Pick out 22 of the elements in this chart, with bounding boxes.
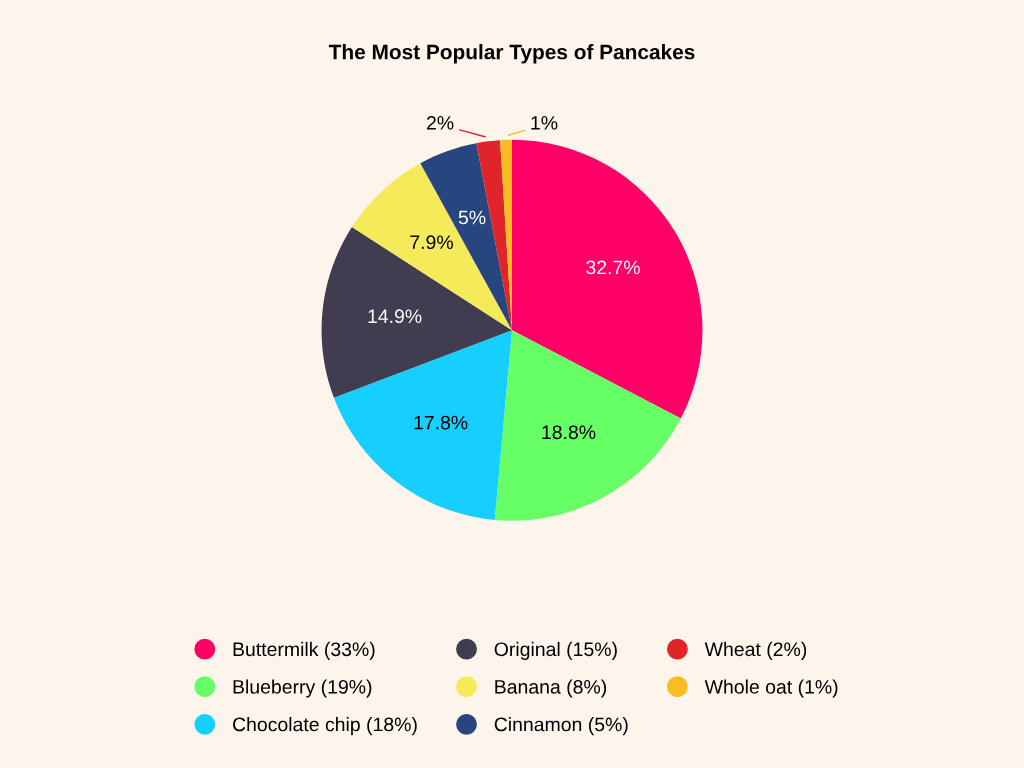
data-label: 7.9% [410, 235, 453, 250]
data-label: 5% [458, 210, 486, 225]
pie-slice [512, 139, 703, 419]
legend-label: Buttermilk (33%) [233, 641, 375, 660]
data-label: 18.8% [542, 425, 596, 440]
legend-label: Whole oat (1%) [704, 679, 838, 698]
legend-label: Wheat (2%) [704, 641, 807, 660]
data-label: 2% [426, 115, 454, 130]
legend-label: Cinnamon (5%) [494, 717, 628, 736]
data-label: 32.7% [586, 260, 640, 275]
pie-slice [333, 330, 512, 520]
pie-slice [494, 330, 681, 521]
legend-label: Chocolate chip (18%) [233, 717, 417, 736]
data-label: 17.8% [414, 415, 468, 430]
data-label: 14.9% [368, 309, 422, 324]
pie-slice [351, 163, 512, 331]
legend-label: Banana (8%) [495, 679, 607, 698]
chart-title: The Most Popular Types of Pancakes [328, 44, 695, 64]
legend-label: Original (15%) [494, 641, 617, 660]
data-label: 1% [531, 116, 558, 130]
pie-slice [321, 227, 512, 398]
legend-label: Blueberry (19%) [233, 679, 372, 698]
